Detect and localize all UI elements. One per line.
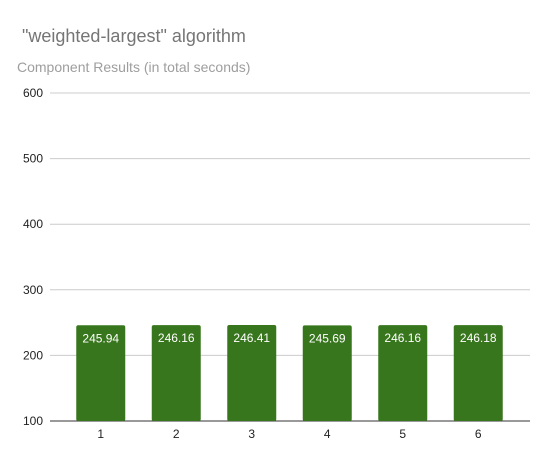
bar [76,325,126,421]
x-tick-label: 6 [475,427,482,441]
bar [378,325,428,421]
y-tick-label: 500 [23,152,43,166]
bar-value-label: 246.18 [460,331,497,345]
chart-title: "weighted-largest" algorithm [22,26,246,46]
bar [227,324,277,421]
bar-value-label: 246.16 [158,331,195,345]
y-tick-label: 300 [23,283,43,297]
y-tick-label: 600 [23,86,43,100]
bar [302,325,352,421]
x-axis-ticks: 1 2 3 4 5 6 [97,427,482,441]
x-tick-label: 2 [173,427,180,441]
y-tick-label: 100 [23,414,43,428]
bar [453,325,503,421]
bar-value-label: 245.94 [82,331,119,345]
x-tick-label: 3 [248,427,255,441]
y-axis-ticks: 100 200 300 400 500 600 [23,86,43,428]
bar-value-label: 246.16 [384,331,421,345]
x-tick-label: 4 [324,427,331,441]
y-tick-label: 200 [23,348,43,362]
gridlines [50,92,530,422]
chart-subtitle: Component Results (in total seconds) [17,59,250,75]
bar [151,325,201,421]
y-tick-label: 400 [23,217,43,231]
bar-value-label: 245.69 [309,331,346,345]
x-tick-label: 5 [399,427,406,441]
bars: 245.94 246.16 246.41 245.69 246.16 246.18 [76,324,503,421]
x-tick-label: 1 [97,427,104,441]
bar-value-label: 246.41 [233,331,270,345]
